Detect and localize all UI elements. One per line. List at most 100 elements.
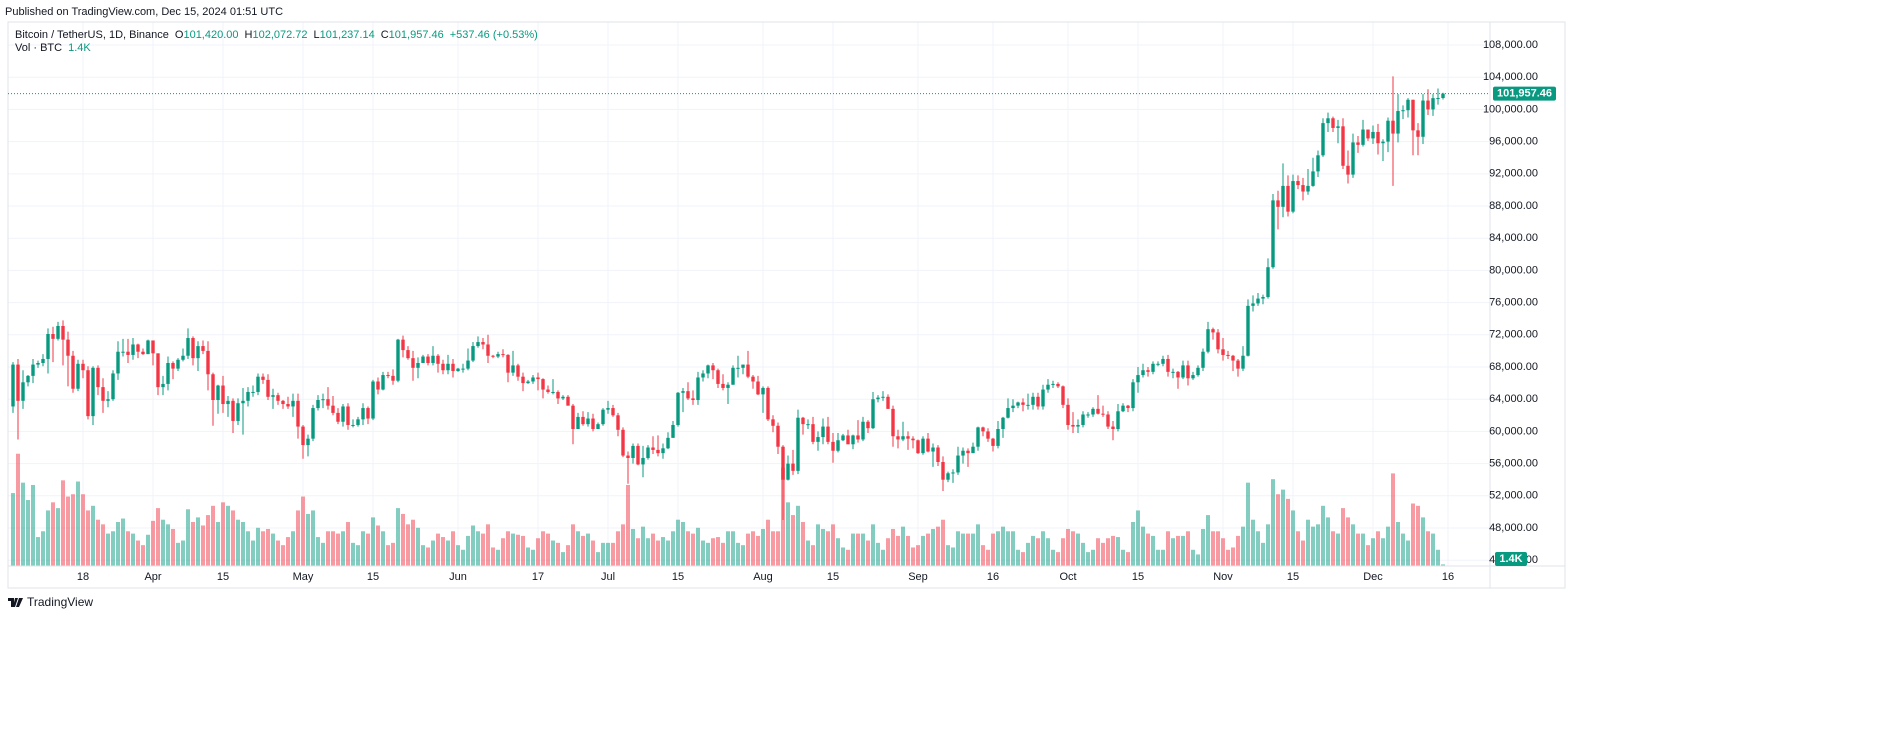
volume-bar [31,484,35,566]
candle-body [776,425,780,447]
volume-bar [476,531,480,566]
volume-bar [816,524,820,566]
volume-bar [516,534,520,566]
y-tick-label: 64,000.00 [1489,393,1538,405]
volume-bar [1276,494,1280,566]
volume-bar [506,531,510,566]
volume-bar [1026,542,1030,566]
candle-body [901,436,905,440]
candle-body [586,418,590,425]
candle-body [651,447,655,450]
volume-bar [341,531,345,566]
volume-bar [406,524,410,566]
candle-body [936,447,940,462]
candle-body [481,342,485,345]
volume-bar [841,547,845,566]
volume-bar [136,540,140,566]
volume-bar [586,533,590,566]
candle-body [301,426,305,446]
candle-body [871,399,875,429]
candle-body [1346,165,1350,175]
candle-body [1211,329,1215,333]
candle-body [26,375,30,383]
candle-body [671,424,675,438]
candle-body [1401,110,1405,112]
candle-body [221,385,225,405]
frame [7,21,1566,589]
volume-bar [1201,528,1205,566]
candle-body [941,461,945,480]
volume-bar [786,502,790,566]
volume-bar [246,531,250,566]
volume-bar [1196,554,1200,566]
volume-bar [1056,552,1060,566]
volume-bar [1156,549,1160,566]
ohlc-value: 101,420.00 [183,29,238,41]
candle-body [486,344,490,356]
candle-body [656,449,660,454]
volume-bar [146,534,150,566]
candle-body [1196,367,1200,376]
ohlc-value: 102,072.72 [252,29,307,41]
volume-bar [111,531,115,566]
volume-bar [226,505,230,566]
volume-bar [456,545,460,566]
candle-body [1111,426,1115,429]
candle-body [1026,404,1030,406]
candle-body [1036,396,1040,407]
candle-body [376,381,380,390]
volume-bar [771,531,775,566]
x-tick-label: 15 [367,571,379,583]
candle-body [1316,155,1320,172]
candle-body [991,438,995,446]
candle-body [336,412,340,422]
candle-body [421,356,425,363]
volume-bar [1321,505,1325,566]
candle-body [331,405,335,413]
candle-body [1216,332,1220,350]
x-tick-label: Sep [908,571,928,583]
candle-body [46,334,50,359]
volume-bar [46,510,50,566]
volume-bar [16,453,20,566]
ohlc-key: L [314,29,320,41]
volume-bar [581,535,585,566]
candle-body [161,383,165,388]
candle-body [641,457,645,465]
volume-bar [301,496,305,566]
volume-bar [1391,473,1395,566]
volume-bar [501,538,505,566]
candle-body [1426,100,1430,110]
volume-bar [971,533,975,566]
volume-bar [326,531,330,566]
candle-body [591,418,595,429]
x-tick-label: Oct [1059,571,1076,583]
candle-body [981,427,985,432]
volume-bar [1251,519,1255,566]
candle-body [611,408,615,416]
candle-body [21,382,25,401]
candle-body [176,359,180,369]
candle-body [916,440,920,454]
volume-bar [1016,549,1020,566]
candle-body [566,396,570,406]
candle-body [1151,363,1155,372]
volume-bar [1151,535,1155,566]
candle-body [866,421,870,429]
volume-bar [211,505,215,566]
volume-bar [1356,533,1360,566]
volume-bar [366,533,370,566]
volume-bar [201,525,205,566]
candle-body [166,362,170,384]
candle-body [1091,408,1095,415]
candle-body [811,424,815,442]
y-tick-label: 104,000.00 [1483,71,1538,83]
volume-bar [1441,564,1445,566]
volume-bar [151,520,155,566]
candle-body [121,351,125,353]
volume-bar [801,522,805,566]
y-tick-label: 108,000.00 [1483,39,1538,51]
volume-bar [491,547,495,566]
candle-body [856,435,860,440]
candle-body [1221,349,1225,355]
